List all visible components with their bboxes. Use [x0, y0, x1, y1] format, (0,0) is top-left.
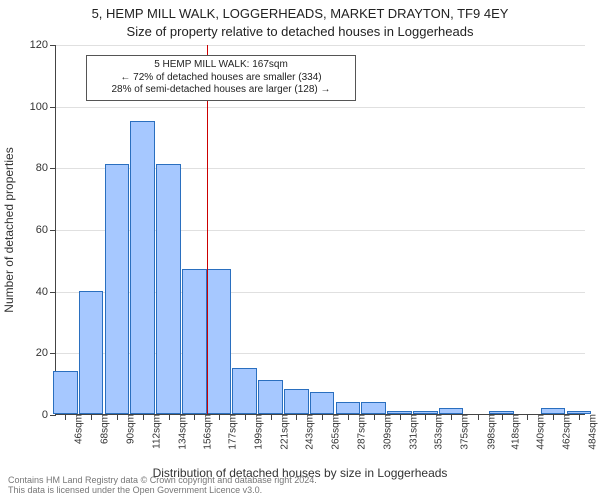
- chart-title-line2: Size of property relative to detached ho…: [0, 24, 600, 39]
- footer-attribution: Contains HM Land Registry data © Crown c…: [8, 476, 317, 496]
- histogram-bar: [105, 164, 130, 414]
- x-tick-label: 90sqm: [118, 414, 137, 444]
- x-tick-label: 177sqm: [220, 414, 239, 450]
- x-tick-label: 68sqm: [92, 414, 111, 444]
- x-tick-label: 375sqm: [452, 414, 471, 450]
- y-axis-label: Number of detached properties: [2, 147, 16, 312]
- x-tick-label: 287sqm: [349, 414, 368, 450]
- x-tick-label: 199sqm: [245, 414, 264, 450]
- histogram-bar: [310, 392, 335, 414]
- x-tick-label: 156sqm: [195, 414, 214, 450]
- histogram-bar: [156, 164, 181, 414]
- histogram-bar: [53, 371, 78, 414]
- histogram-bar: [284, 389, 309, 414]
- histogram-bar: [336, 402, 361, 414]
- y-tick-label: 20: [36, 347, 56, 359]
- x-tick-label: 134sqm: [169, 414, 188, 450]
- histogram-bar: [361, 402, 386, 414]
- y-tick-label: 80: [36, 162, 56, 174]
- x-tick-label: 46sqm: [66, 414, 85, 444]
- x-tick-label: 221sqm: [271, 414, 290, 450]
- y-tick-label: 120: [30, 39, 56, 51]
- y-tick-label: 60: [36, 224, 56, 236]
- histogram-bar: [258, 380, 283, 414]
- x-tick-label: 462sqm: [554, 414, 573, 450]
- gridline: [56, 107, 585, 108]
- x-tick-label: 112sqm: [143, 414, 162, 449]
- histogram-bar: [130, 121, 155, 414]
- annotation-box: 5 HEMP MILL WALK: 167sqm← 72% of detache…: [86, 55, 356, 101]
- x-tick-label: 484sqm: [580, 414, 599, 450]
- x-tick-label: 353sqm: [426, 414, 445, 450]
- histogram-bar: [79, 291, 104, 414]
- x-tick-label: 418sqm: [502, 414, 521, 450]
- footer-line2: This data is licensed under the Open Gov…: [8, 486, 317, 496]
- annotation-line2: ← 72% of detached houses are smaller (33…: [93, 72, 349, 85]
- gridline: [56, 45, 585, 46]
- x-tick-label: 243sqm: [297, 414, 316, 450]
- annotation-line3: 28% of semi-detached houses are larger (…: [93, 84, 349, 97]
- x-tick-label: 265sqm: [323, 414, 342, 450]
- annotation-line1: 5 HEMP MILL WALK: 167sqm: [93, 59, 349, 72]
- plot-area: 02040608010012046sqm68sqm90sqm112sqm134s…: [55, 45, 585, 415]
- histogram-bar: [207, 269, 232, 414]
- histogram-bar: [232, 368, 257, 414]
- histogram-bar: [182, 269, 207, 414]
- x-tick-label: 398sqm: [479, 414, 498, 450]
- x-tick-label: 309sqm: [374, 414, 393, 450]
- y-tick-label: 100: [30, 101, 56, 113]
- chart-title-line1: 5, HEMP MILL WALK, LOGGERHEADS, MARKET D…: [0, 6, 600, 21]
- y-tick-label: 40: [36, 286, 56, 298]
- x-tick-label: 440sqm: [528, 414, 547, 450]
- x-tick-label: 331sqm: [400, 414, 419, 450]
